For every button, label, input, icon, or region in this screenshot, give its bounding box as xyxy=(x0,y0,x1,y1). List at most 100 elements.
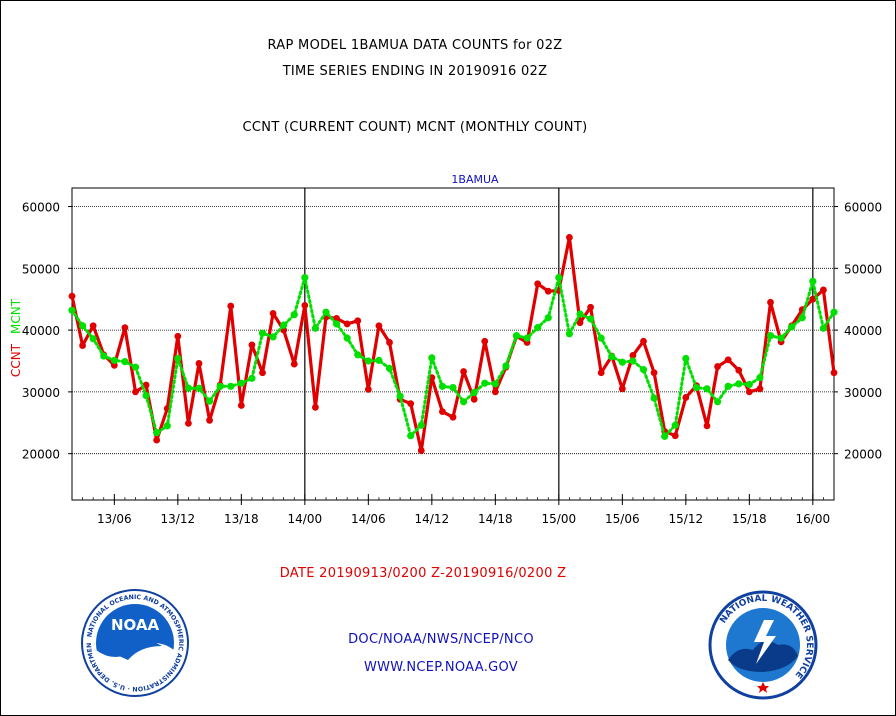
data-point-mcnt xyxy=(417,421,425,429)
data-point-mcnt xyxy=(375,356,383,364)
data-point-ccnt xyxy=(735,366,743,374)
data-point-mcnt xyxy=(68,306,76,314)
y-tick-label-left: 50000 xyxy=(22,262,60,276)
data-point-mcnt xyxy=(565,330,574,338)
data-point-mcnt xyxy=(798,314,806,322)
data-point-ccnt xyxy=(597,369,605,377)
data-point-mcnt xyxy=(184,384,193,392)
data-point-ccnt xyxy=(290,360,298,368)
chart-title-line-3: CCNT (CURRENT COUNT) MCNT (MONTHLY COUNT… xyxy=(242,120,588,135)
data-point-ccnt xyxy=(375,322,383,330)
data-point-mcnt xyxy=(491,380,499,388)
data-point-mcnt xyxy=(555,273,563,282)
data-point-mcnt xyxy=(311,324,320,332)
data-point-mcnt xyxy=(343,334,351,342)
data-point-mcnt xyxy=(407,432,415,440)
data-point-mcnt xyxy=(502,362,510,370)
data-point-mcnt xyxy=(142,391,150,400)
data-point-ccnt xyxy=(714,363,721,370)
data-point-mcnt xyxy=(692,383,701,392)
data-point-mcnt xyxy=(586,315,595,323)
data-point-ccnt xyxy=(745,388,753,396)
data-point-ccnt xyxy=(301,301,309,309)
data-point-ccnt xyxy=(460,368,467,375)
data-point-mcnt xyxy=(354,351,362,359)
data-point-ccnt xyxy=(671,432,679,440)
data-point-mcnt xyxy=(671,421,679,429)
data-point-mcnt xyxy=(809,277,817,285)
left-axis-label: CCNT MCNT xyxy=(9,298,23,377)
data-point-ccnt xyxy=(576,319,584,327)
data-point-ccnt xyxy=(364,386,372,393)
data-point-ccnt xyxy=(470,395,478,403)
data-point-mcnt xyxy=(396,392,404,400)
data-point-mcnt xyxy=(332,320,341,328)
data-point-mcnt xyxy=(153,429,161,437)
data-point-ccnt xyxy=(354,317,362,325)
x-tick-label: 15/00 xyxy=(542,512,577,526)
org-label[interactable]: DOC/NOAA/NWS/NCEP/NCO xyxy=(348,632,534,647)
data-point-mcnt xyxy=(364,357,372,365)
data-point-mcnt xyxy=(290,311,298,319)
data-point-mcnt xyxy=(756,374,764,382)
x-tick-label: 14/18 xyxy=(478,512,513,526)
data-point-ccnt xyxy=(491,388,499,396)
data-point-ccnt xyxy=(767,298,774,306)
data-point-mcnt xyxy=(438,382,447,390)
data-point-ccnt xyxy=(68,292,76,300)
website-link[interactable]: WWW.NCEP.NOAA.GOV xyxy=(363,660,519,675)
chart-station-label: 1BAMUA xyxy=(451,173,499,186)
data-point-ccnt xyxy=(153,436,161,444)
data-point-ccnt xyxy=(79,342,86,349)
y-tick-label-right: 30000 xyxy=(844,386,882,400)
left-axis-label-group: CCNT MCNT xyxy=(9,298,23,377)
data-point-ccnt xyxy=(682,394,690,401)
data-point-mcnt xyxy=(78,322,87,330)
data-point-mcnt xyxy=(248,374,256,382)
y-tick-label-left: 20000 xyxy=(22,448,60,462)
data-point-ccnt xyxy=(439,408,446,416)
plot-area-border xyxy=(71,187,835,501)
data-point-mcnt xyxy=(576,310,584,318)
data-point-ccnt xyxy=(407,400,415,408)
data-point-mcnt xyxy=(459,398,468,406)
data-point-ccnt xyxy=(206,416,213,424)
data-point-ccnt xyxy=(830,369,838,377)
data-point-mcnt xyxy=(629,357,637,365)
data-point-ccnt xyxy=(640,337,647,345)
data-point-ccnt xyxy=(174,332,182,340)
data-point-mcnt xyxy=(163,422,171,430)
data-point-mcnt xyxy=(428,354,436,362)
data-point-ccnt xyxy=(618,385,626,393)
data-point-mcnt xyxy=(682,354,690,363)
data-point-mcnt xyxy=(608,353,616,361)
data-point-mcnt xyxy=(470,388,478,397)
data-point-mcnt xyxy=(258,329,267,337)
data-point-mcnt xyxy=(322,308,330,316)
data-point-ccnt xyxy=(132,388,139,396)
x-tick-label: 13/12 xyxy=(161,512,196,526)
data-point-ccnt xyxy=(566,234,573,241)
x-tick-label: 15/06 xyxy=(605,512,640,526)
x-tick-label: 14/06 xyxy=(351,512,386,526)
data-point-ccnt xyxy=(481,337,489,345)
data-point-mcnt xyxy=(205,397,214,405)
data-point-ccnt xyxy=(185,419,192,427)
data-point-mcnt xyxy=(703,385,711,393)
data-point-ccnt xyxy=(248,341,256,349)
nws-logo: NATIONAL WEATHER SERVICE xyxy=(708,590,818,700)
data-point-ccnt xyxy=(110,361,118,369)
data-point-ccnt xyxy=(89,322,97,330)
data-point-ccnt xyxy=(650,369,658,377)
date-range-label: DATE 20190913/0200 Z-20190916/0200 Z xyxy=(279,566,567,581)
data-point-ccnt xyxy=(449,413,457,421)
data-point-mcnt xyxy=(544,314,552,322)
y-tick-label-left: 40000 xyxy=(22,324,60,338)
data-point-mcnt xyxy=(661,432,669,440)
noaa-logo: NOAA NATIONAL OCEANIC AND ATMOSPHERIC AD… xyxy=(80,588,189,697)
data-point-ccnt xyxy=(544,287,552,295)
data-point-ccnt xyxy=(820,286,827,294)
data-point-ccnt xyxy=(227,302,235,310)
data-point-mcnt xyxy=(100,352,108,360)
